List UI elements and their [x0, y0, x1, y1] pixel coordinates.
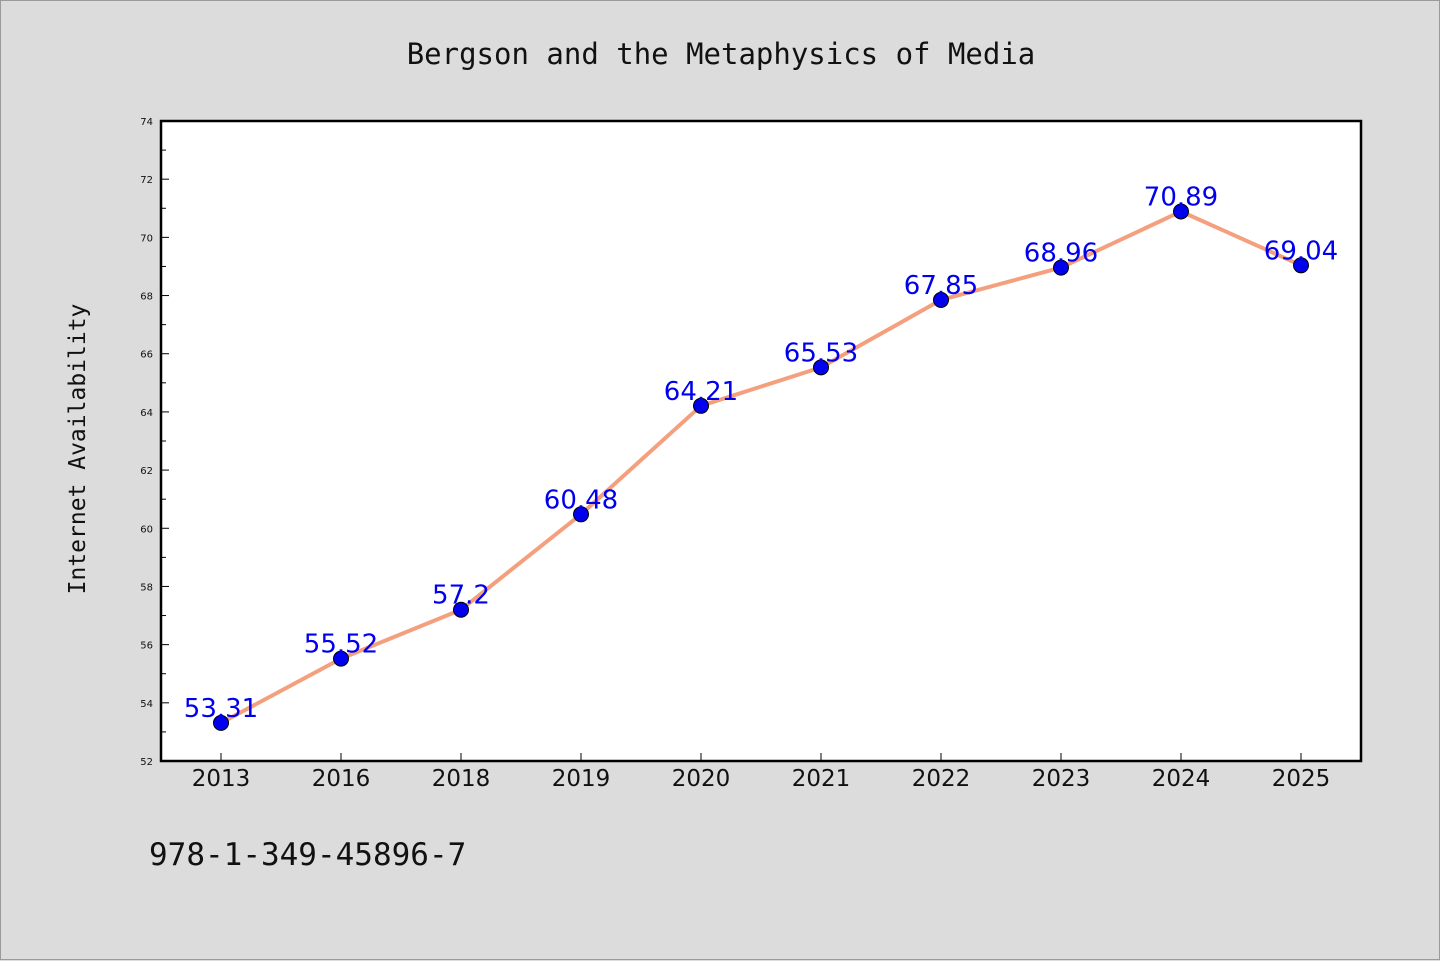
- x-tick-label: 2022: [912, 766, 971, 792]
- x-tick-label: 2018: [432, 766, 491, 792]
- y-tick-label: 52: [140, 757, 153, 768]
- data-label: 67.85: [904, 271, 978, 301]
- y-tick-label: 60: [140, 524, 153, 535]
- y-tick-label: 58: [140, 582, 153, 593]
- y-tick-label: 72: [140, 175, 153, 186]
- data-point: [1053, 259, 1069, 276]
- x-tick-label: 2013: [192, 766, 251, 792]
- data-label: 70.89: [1144, 182, 1218, 212]
- data-label: 53.31: [184, 694, 258, 724]
- x-tick-label: 2023: [1032, 766, 1091, 792]
- y-tick-label: 66: [140, 350, 153, 361]
- y-tick-label: 56: [140, 641, 153, 652]
- y-tick-label: 70: [140, 233, 153, 244]
- data-label: 64.21: [664, 377, 738, 407]
- footnote-isbn: 978-1-349-45896-7: [149, 837, 466, 873]
- series-line: [219, 209, 1303, 725]
- data-point: [1173, 203, 1189, 220]
- data-point: [453, 601, 469, 618]
- y-axis-label: Internet Availability: [65, 304, 91, 595]
- data-point: [1293, 257, 1309, 274]
- data-label: 57.2: [432, 581, 490, 611]
- data-point: [813, 359, 829, 376]
- data-point: [933, 291, 949, 308]
- y-axis: 52 54 56 58 60 62 64 66 68 70 72 74: [140, 117, 169, 768]
- plot-frame: [159, 119, 1363, 763]
- data-label: 65.53: [784, 338, 858, 368]
- plot-area: [161, 121, 1361, 761]
- x-axis: 2013 2016 2018 2019 2020 2021 2022 2023 2024 2025: [192, 753, 1331, 792]
- data-label: 68.96: [1024, 239, 1098, 269]
- x-tick-label: 2021: [792, 766, 851, 792]
- data-label: 55.52: [304, 630, 378, 660]
- data-label: 60.48: [544, 485, 618, 515]
- data-labels: 53.31 55.52 57.2 60.48 64.21 65.53 67.85 68.96 7…: [184, 182, 1338, 723]
- x-tick-label: 2025: [1272, 766, 1331, 792]
- data-label: 69.04: [1264, 236, 1338, 266]
- data-point: [213, 714, 229, 731]
- data-point: [693, 397, 709, 414]
- y-tick-label: 68: [140, 292, 153, 303]
- chart-title: Bergson and the Metaphysics of Media: [407, 37, 1036, 71]
- y-tick-label: 64: [140, 408, 153, 419]
- data-markers: [213, 203, 1309, 731]
- y-tick-label: 74: [140, 117, 153, 128]
- data-point: [333, 650, 349, 667]
- x-tick-label: 2019: [552, 766, 611, 792]
- x-tick-label: 2016: [312, 766, 371, 792]
- x-tick-label: 2024: [1152, 766, 1211, 792]
- y-tick-label: 54: [140, 699, 153, 710]
- data-point: [573, 506, 589, 523]
- y-tick-label: 62: [140, 466, 153, 477]
- x-tick-label: 2020: [672, 766, 731, 792]
